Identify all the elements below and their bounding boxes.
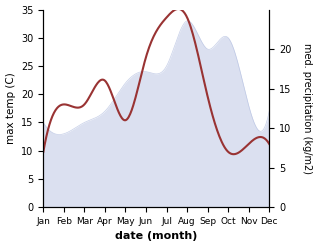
Y-axis label: med. precipitation (kg/m2): med. precipitation (kg/m2) [302,43,313,174]
Y-axis label: max temp (C): max temp (C) [5,72,16,144]
X-axis label: date (month): date (month) [115,231,197,242]
